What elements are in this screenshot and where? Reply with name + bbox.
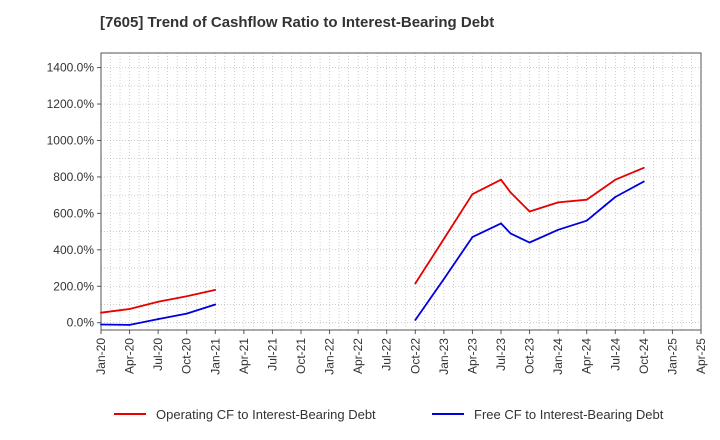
x-tick-label: Jan-24	[551, 338, 565, 375]
y-tick-label: 800.0%	[53, 170, 94, 184]
data-point	[214, 289, 217, 291]
x-tick-label: Jul-20	[151, 338, 165, 371]
x-tick-label: Apr-23	[465, 338, 479, 374]
data-point	[100, 323, 102, 326]
x-tick-label: Apr-22	[351, 338, 365, 374]
data-point	[614, 178, 617, 181]
data-point	[614, 196, 617, 198]
x-tick-label: Jul-22	[380, 338, 394, 371]
x-tick-label: Jan-20	[94, 338, 108, 375]
x-tick-label: Oct-21	[294, 338, 308, 374]
x-tick-label: Jan-22	[323, 338, 337, 375]
plot-frame	[100, 52, 702, 331]
series-line-1	[414, 166, 645, 284]
x-tick-label: Jan-21	[208, 338, 222, 375]
x-tick-label: Oct-24	[637, 338, 651, 374]
data-point	[471, 236, 474, 238]
x-tick-label: Oct-20	[180, 338, 194, 374]
y-tick-label: 600.0%	[53, 206, 94, 220]
data-point	[585, 198, 588, 201]
data-point	[157, 300, 160, 303]
legend-label-1: Operating CF to Interest-Bearing Debt	[156, 407, 376, 422]
data-point	[214, 303, 217, 306]
series-line-2	[414, 180, 645, 321]
data-point	[128, 308, 131, 310]
data-point	[157, 318, 160, 320]
x-tick-label: Oct-23	[523, 338, 537, 374]
data-point	[414, 319, 417, 321]
y-tick-label: 0.0%	[67, 316, 95, 330]
data-point	[509, 191, 512, 194]
data-point	[500, 178, 502, 181]
chart-title: [7605] Trend of Cashflow Ratio to Intere…	[100, 14, 495, 31]
data-point	[185, 295, 188, 298]
data-point	[509, 232, 512, 235]
y-tick-label: 1200.0%	[47, 97, 95, 111]
x-tick-label: Apr-21	[237, 338, 251, 374]
plot-area	[101, 53, 701, 330]
data-point	[642, 180, 645, 183]
data-point	[642, 166, 645, 169]
x-tick-label: Jul-21	[265, 338, 279, 371]
legend-label-2: Free CF to Interest-Bearing Debt	[474, 407, 664, 422]
data-point	[528, 210, 531, 213]
data-point	[500, 222, 502, 225]
x-tick-label: Apr-20	[123, 338, 137, 374]
x-tick-label: Oct-22	[408, 338, 422, 374]
data-point	[185, 312, 188, 315]
data-point	[471, 193, 474, 196]
data-point	[585, 219, 588, 222]
x-tick-label: Jan-23	[437, 338, 451, 375]
x-tick-label: Jul-23	[494, 338, 508, 371]
data-point	[528, 241, 531, 244]
data-point	[557, 201, 560, 204]
x-tick-label: Apr-25	[694, 338, 708, 374]
data-point	[442, 237, 445, 240]
y-tick-label: 400.0%	[53, 243, 94, 257]
x-tick-label: Jul-24	[608, 338, 622, 371]
data-point	[442, 278, 445, 280]
data-point	[414, 282, 417, 285]
y-tick-label: 200.0%	[53, 279, 94, 293]
y-tick-label: 1000.0%	[47, 133, 95, 147]
x-tick-label: Jan-25	[665, 338, 679, 375]
data-point	[100, 311, 102, 314]
x-tick-label: Apr-24	[580, 338, 594, 374]
y-tick-label: 1400.0%	[47, 61, 95, 75]
data-point	[557, 228, 560, 231]
data-point	[128, 323, 131, 326]
